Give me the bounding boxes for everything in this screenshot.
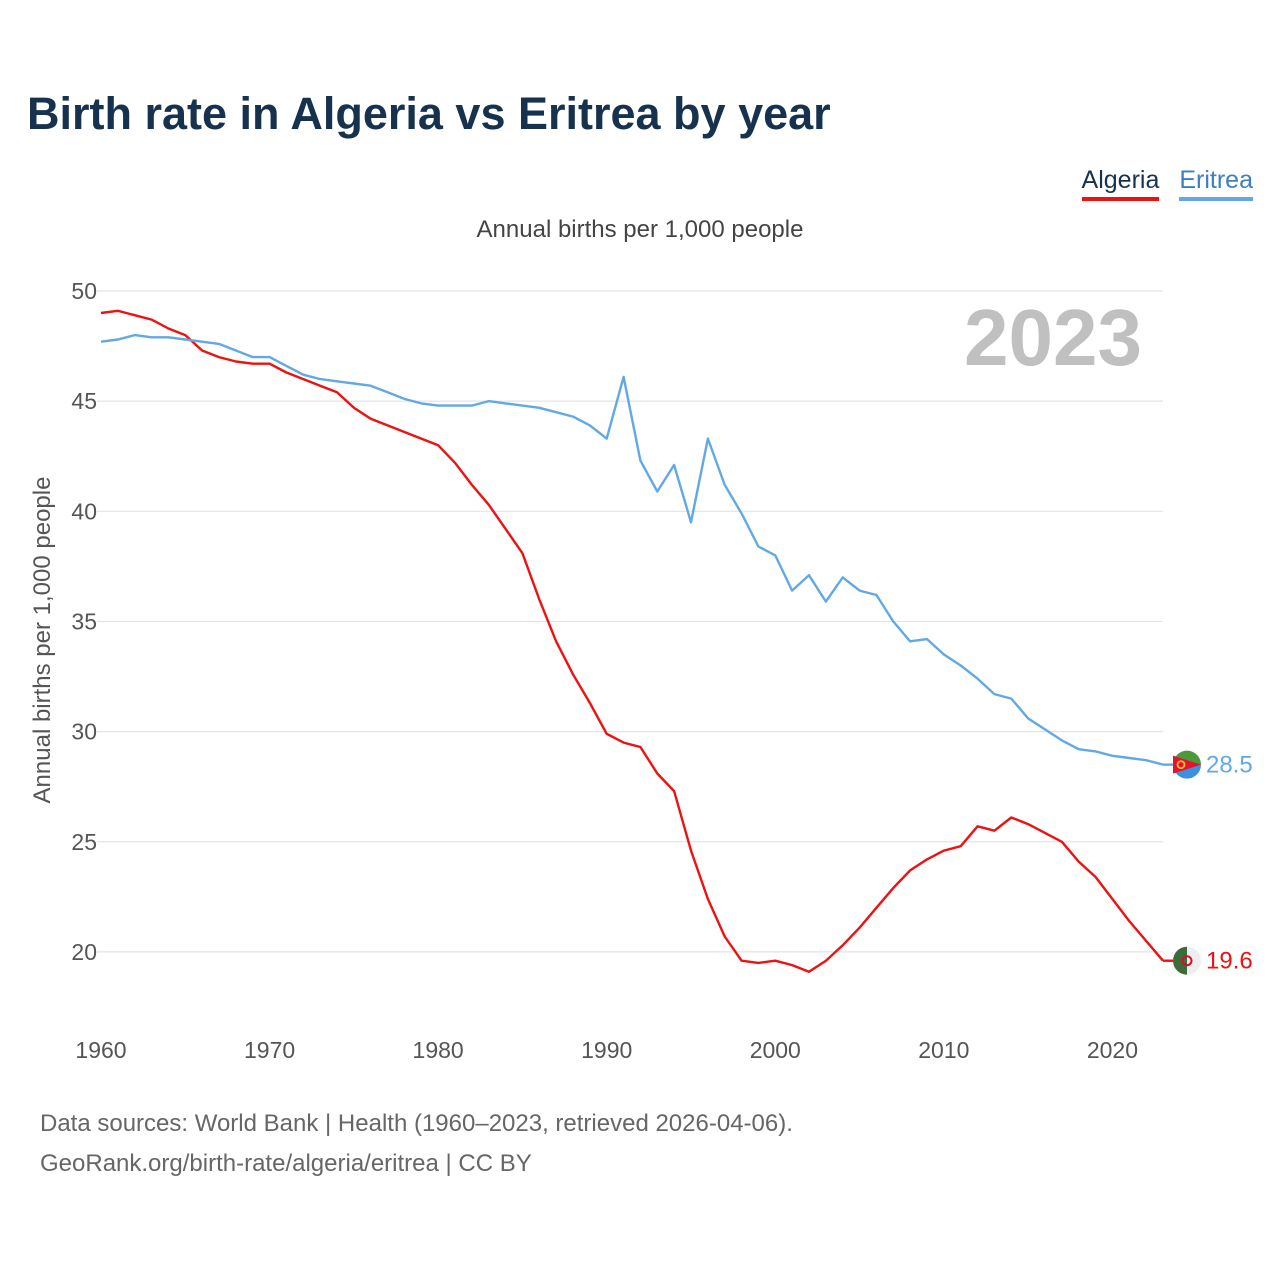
end-value-label-eritrea: 28.5 [1206,752,1253,779]
y-tick-label: 25 [71,829,97,855]
eritrea-flag-icon [1176,760,1186,770]
legend-item-algeria[interactable]: Algeria [1081,166,1160,201]
chart-subtitle: Annual births per 1,000 people [476,216,804,243]
y-tick-label: 20 [71,939,97,965]
x-tick-label: 1970 [244,1037,295,1063]
x-tick-label: 2020 [1087,1037,1138,1063]
footer-sources: Data sources: World Bank | Health (1960–… [40,1110,793,1137]
y-tick-label: 30 [71,719,97,745]
legend: Algeria Eritrea [1081,166,1253,201]
eritrea-flag-icon [1173,755,1201,774]
series-line-eritrea [100,333,1164,766]
x-tick-label: 2000 [750,1037,801,1063]
chart-title: Birth rate in Algeria vs Eritrea by year [27,88,831,139]
footer-url[interactable]: GeoRank.org/birth-rate/algeria/eritrea |… [40,1150,532,1177]
y-tick-label: 45 [71,388,97,414]
series-line-algeria [100,309,1164,973]
y-tick-label: 50 [71,278,97,304]
algeria-flag-icon [1181,955,1193,967]
algeria-flag-icon [1173,946,1187,975]
algeria-flag-icon [1187,946,1202,975]
year-watermark: 2023 [964,293,1142,382]
end-value-label-algeria: 19.6 [1206,948,1253,975]
x-tick-label: 1990 [581,1037,632,1063]
x-tick-label: 1980 [413,1037,464,1063]
legend-item-eritrea[interactable]: Eritrea [1179,166,1253,201]
footer: Data sources: World Bank | Health (1960–… [40,1104,793,1184]
y-tick-label: 35 [71,608,97,634]
x-tick-label: 2010 [918,1037,969,1063]
y-tick-label: 40 [71,498,97,524]
x-tick-label: 1960 [75,1037,126,1063]
